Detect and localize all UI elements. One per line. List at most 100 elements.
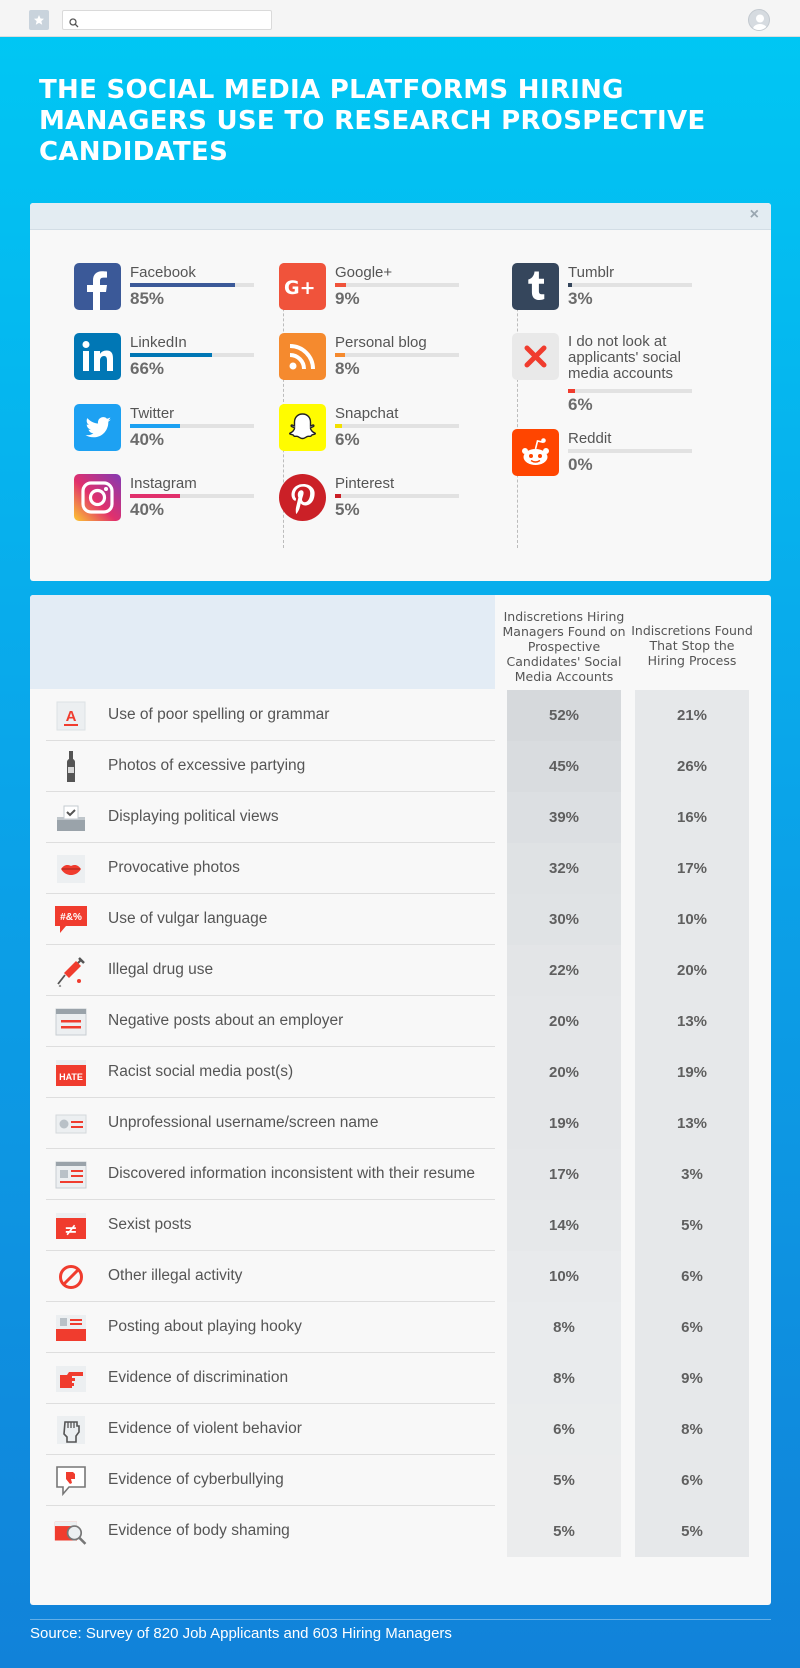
cell-found: 8%: [507, 1353, 621, 1404]
row-label: Unprofessional username/screen name: [108, 1114, 379, 1131]
source-note: Source: Survey of 820 Job Applicants and…: [30, 1625, 452, 1642]
reddit-icon: [512, 429, 559, 476]
platform-instagram: Instagram 40%: [74, 474, 264, 528]
platform-bar: [130, 283, 254, 287]
row-divider: [46, 1199, 495, 1200]
platform-bar-fill: [130, 283, 236, 287]
column-header-stop: Indiscretions Found That Stop the Hiring…: [631, 623, 753, 668]
svg-text:#&%: #&%: [60, 912, 82, 923]
platform-bar-fill: [130, 424, 180, 428]
cell-stop: 13%: [635, 1098, 749, 1149]
table-row: Discovered information inconsistent with…: [30, 1149, 771, 1200]
platform-tumblr: Tumblr 3%: [512, 263, 702, 317]
pinterest-icon: [279, 474, 326, 521]
cell-found: 17%: [507, 1149, 621, 1200]
resume-icon: [54, 1160, 88, 1190]
platform-name: Twitter: [130, 405, 175, 422]
not-equal-icon: ≠: [54, 1211, 88, 1241]
cell-stop: 20%: [635, 945, 749, 996]
table-row: Evidence of violent behavior 6% 8%: [30, 1404, 771, 1455]
cell-stop: 6%: [635, 1302, 749, 1353]
table-row: Illegal drug use 22% 20%: [30, 945, 771, 996]
platform-name: Pinterest: [335, 475, 395, 492]
svg-text:G+: G+: [284, 277, 316, 299]
row-divider: [46, 1403, 495, 1404]
platform-name: Facebook: [130, 264, 196, 281]
cell-found: 45%: [507, 741, 621, 792]
platform-percent: 6%: [335, 430, 360, 449]
cell-found: 5%: [507, 1506, 621, 1557]
table-row: Other illegal activity 10% 6%: [30, 1251, 771, 1302]
row-label: Posting about playing hooky: [108, 1318, 302, 1335]
row-label: Evidence of violent behavior: [108, 1420, 302, 1437]
table-row: #&% Use of vulgar language 30% 10%: [30, 894, 771, 945]
prohibited-icon: [54, 1262, 88, 1292]
profile-post-icon: [54, 1313, 88, 1343]
avatar[interactable]: [748, 9, 770, 31]
platform-bar-fill: [568, 283, 572, 287]
table-row: Posting about playing hooky 8% 6%: [30, 1302, 771, 1353]
cell-stop: 19%: [635, 1047, 749, 1098]
top-toolbar: [0, 0, 800, 37]
platform-bar: [335, 283, 459, 287]
platform-percent: 5%: [335, 500, 360, 519]
close-icon[interactable]: ×: [749, 206, 759, 223]
snapchat-icon: [279, 404, 326, 451]
row-divider: [46, 791, 495, 792]
platform-bar: [130, 353, 254, 357]
platform-bar-fill: [130, 353, 212, 357]
hate-post-icon: HATE: [54, 1058, 88, 1088]
ballot-box-icon: [54, 803, 88, 833]
linkedin-icon: [74, 333, 121, 380]
cell-stop: 10%: [635, 894, 749, 945]
row-label: Negative posts about an employer: [108, 1012, 344, 1029]
star-icon[interactable]: [29, 10, 49, 30]
platform-percent: 9%: [335, 289, 360, 308]
platform-bar: [335, 424, 459, 428]
platform-bar: [568, 283, 692, 287]
platform-name: Tumblr: [568, 264, 615, 281]
platform-percent: 0%: [568, 455, 593, 474]
platform-reddit: Reddit 0%: [512, 429, 702, 483]
cell-found: 10%: [507, 1251, 621, 1302]
cell-stop: 5%: [635, 1506, 749, 1557]
table-row: Evidence of cyberbullying 5% 6%: [30, 1455, 771, 1506]
google-plus-icon: G+: [279, 263, 326, 310]
platform-percent: 40%: [130, 430, 165, 449]
username-card-icon: [54, 1109, 88, 1139]
row-divider: [46, 893, 495, 894]
platforms-card: × Facebook 85% LinkedIn 66% Twitter 40% Instag…: [30, 203, 771, 581]
row-divider: [46, 1454, 495, 1455]
table-row: Photos of excessive partying 45% 26%: [30, 741, 771, 792]
row-label: Sexist posts: [108, 1216, 192, 1233]
browser-post-icon: [54, 1007, 88, 1037]
column-header-found: Indiscretions Hiring Managers Found on P…: [502, 609, 626, 684]
platform-percent: 40%: [130, 500, 165, 519]
platform-bar: [130, 424, 254, 428]
vulgar-speech-icon: #&%: [54, 905, 88, 935]
platform-name: Instagram: [130, 475, 197, 492]
row-label: Evidence of body shaming: [108, 1522, 290, 1539]
cell-stop: 26%: [635, 741, 749, 792]
row-label: Illegal drug use: [108, 961, 214, 978]
search-input[interactable]: [62, 10, 272, 30]
row-label: Racist social media post(s): [108, 1063, 294, 1080]
svg-text:≠: ≠: [64, 1220, 77, 1239]
spelling-icon: A: [54, 701, 88, 731]
platform-percent: 8%: [335, 359, 360, 378]
platform-name: Snapchat: [335, 405, 399, 422]
lips-icon: [54, 854, 88, 884]
cell-found: 22%: [507, 945, 621, 996]
facebook-icon: [74, 263, 121, 310]
rss-icon: [279, 333, 326, 380]
row-divider: [46, 1301, 495, 1302]
search-icon: [69, 15, 79, 33]
cell-found: 32%: [507, 843, 621, 894]
platform-bar-fill: [335, 353, 345, 357]
cell-found: 19%: [507, 1098, 621, 1149]
platform-bar: [335, 494, 459, 498]
platform-bar: [130, 494, 254, 498]
fist-icon: [54, 1415, 88, 1445]
indiscretions-table: Indiscretions Hiring Managers Found on P…: [30, 595, 771, 1605]
platform-linkedin: LinkedIn 66%: [74, 333, 264, 387]
